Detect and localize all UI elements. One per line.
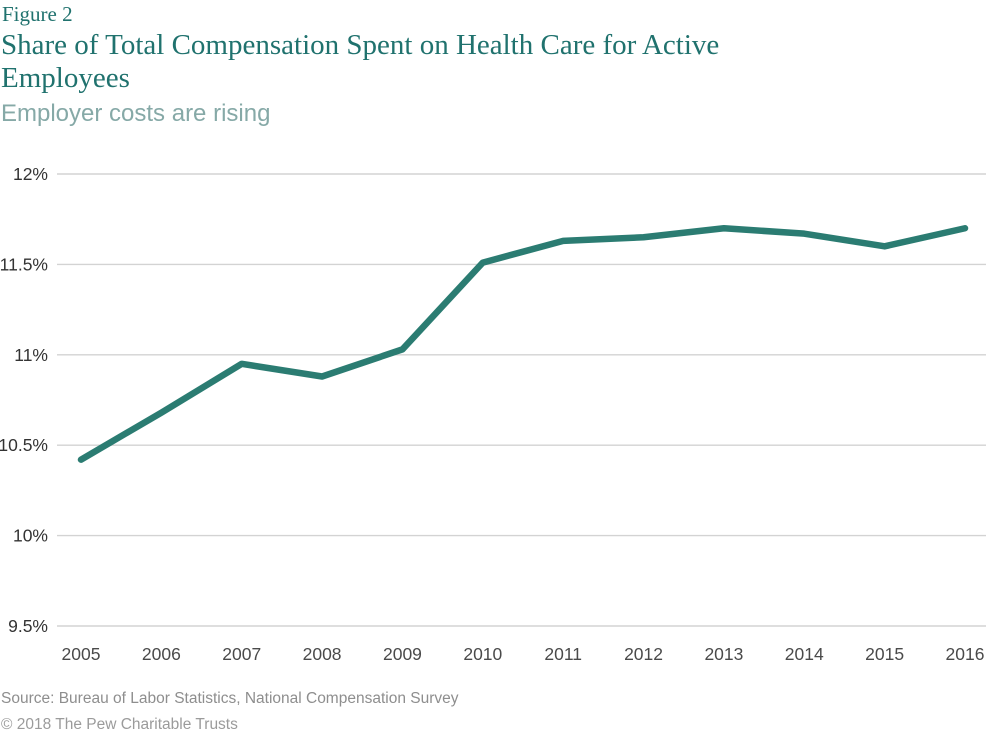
page-title-line-2: Employees <box>1 62 130 94</box>
x-axis-tick-label: 2014 <box>785 644 824 664</box>
page-title: Share of Total Compensation Spent on Hea… <box>1 29 719 95</box>
y-axis-tick-label: 10% <box>13 526 48 546</box>
x-axis-tick-label: 2008 <box>303 644 342 664</box>
x-axis-tick-label: 2013 <box>704 644 743 664</box>
data-line <box>77 224 969 463</box>
y-axis-tick-label: 12% <box>13 164 48 184</box>
x-axis-tick-label: 2015 <box>865 644 904 664</box>
page-subtitle: Employer costs are rising <box>1 100 271 127</box>
y-axis-tick-label: 11% <box>14 345 48 365</box>
y-axis-tick-label: 10.5% <box>0 435 48 455</box>
page-title-line-1: Share of Total Compensation Spent on Hea… <box>1 29 720 61</box>
x-axis-tick-label: 2012 <box>624 644 663 664</box>
x-axis-tick-label: 2010 <box>463 644 502 664</box>
x-axis-tick-label: 2005 <box>62 644 101 664</box>
x-axis-tick-label: 2016 <box>946 644 985 664</box>
x-axis-tick-label: 2007 <box>222 644 261 664</box>
copyright-note: © 2018 The Pew Charitable Trusts <box>1 716 238 733</box>
x-axis-tick-label: 2009 <box>383 644 422 664</box>
x-axis-tick-label: 2006 <box>142 644 181 664</box>
y-axis-tick-label: 11.5% <box>0 254 48 274</box>
x-axis-tick-label: 2011 <box>544 644 582 664</box>
y-axis-tick-label: 9.5% <box>8 616 48 636</box>
source-note: Source: Bureau of Labor Statistics, Nati… <box>1 690 459 707</box>
figure-label: Figure 2 <box>2 2 73 26</box>
